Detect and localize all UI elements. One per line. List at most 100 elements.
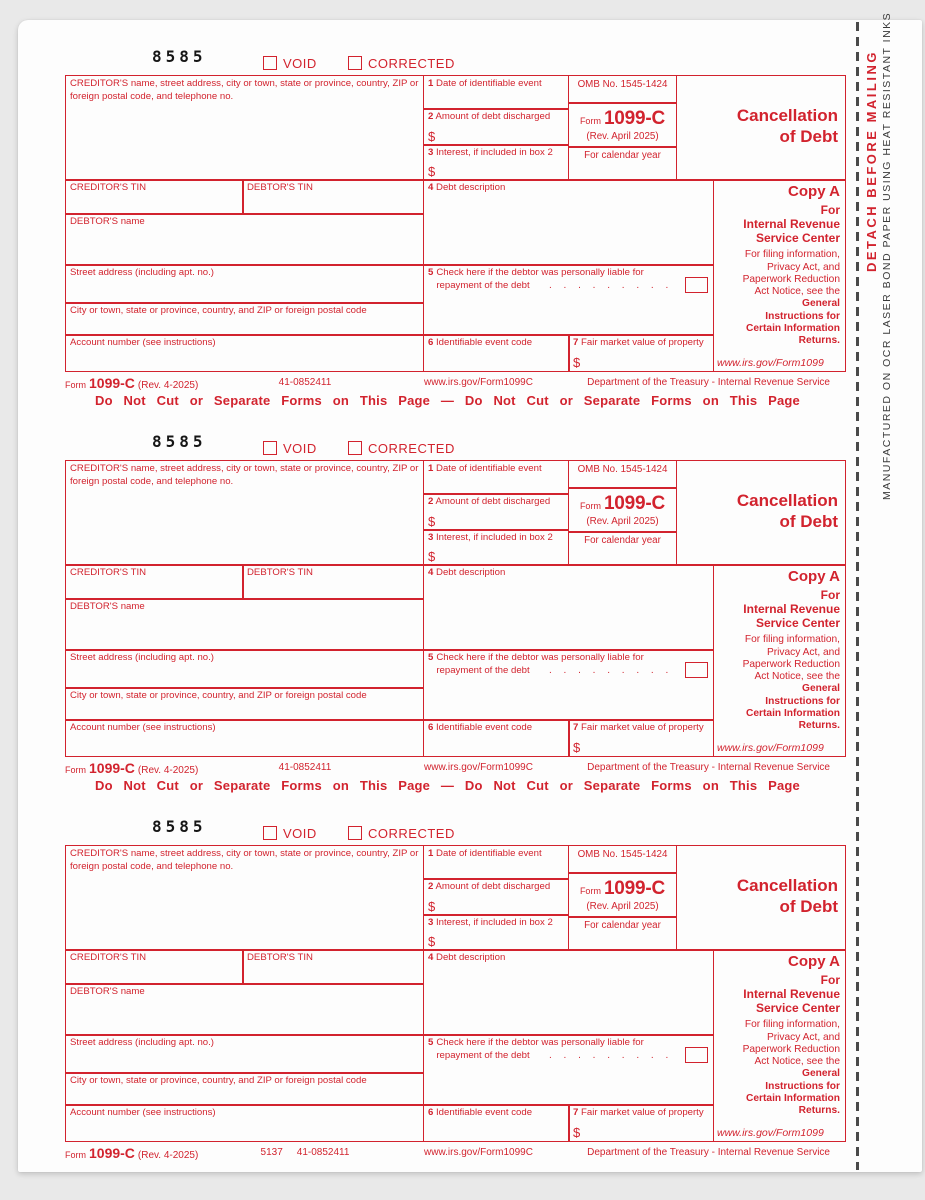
box5-dot-leaders: . . . . . . . . . [549,665,673,676]
box6-identifiable-event-code-cell: 6 Identifiable event code [423,334,570,372]
footer-form-id: Form 1099-C (Rev. 4-2025) [65,375,199,391]
box1-date-of-identifiable-event-cell: 1 Date of identifiable event [423,460,569,495]
box5-label: Check here if the debtor was personally … [436,267,644,291]
form-footer: Form 1099-C (Rev. 4-2025) 41-0852411 www.i… [0,375,856,391]
form-1099c-copy: 8585 VOID CORRECTED CREDITOR'S name, str… [0,427,856,812]
account-number-cell: Account number (see instructions) [65,334,424,372]
copy-a-title: Copy A [788,953,840,970]
copy-a-recipient: For Internal Revenue Service Center [743,588,840,631]
debtor-tin-cell: DEBTOR'S TIN [242,564,424,600]
box5-checkbox[interactable] [685,277,708,293]
manufactured-paper-text: MANUFACTURED ON OCR LASER BOND PAPER USI… [881,11,893,500]
print-code: 8585 [152,47,207,66]
debtor-tin-label: DEBTOR'S TIN [247,182,313,193]
box3-dollar-sign: $ [428,934,436,949]
calendar-year-label: For calendar year [584,150,661,161]
footer-form-id: Form 1099-C (Rev. 4-2025) [65,760,199,776]
city-cell: City or town, state or province, country… [65,687,424,721]
paper-sheet [18,20,922,1172]
creditor-info-label: CREDITOR'S name, street address, city or… [70,463,419,487]
calendar-year-label: For calendar year [584,920,661,931]
copy-a-title: Copy A [788,568,840,585]
footer-form-id: Form 1099-C (Rev. 4-2025) [65,1145,199,1161]
creditor-tin-cell: CREDITOR'S TIN [65,564,244,600]
debtor-name-cell: DEBTOR'S name [65,983,424,1036]
box5-label: Check here if the debtor was personally … [436,652,644,676]
box5-personally-liable-cell: 5 Check here if the debtor was personall… [423,1034,714,1106]
box1-label: 1 Date of identifiable event [428,848,542,859]
void-checkbox[interactable] [263,441,277,455]
creditor-info-label: CREDITOR'S name, street address, city or… [70,78,419,102]
box3-label: 3 Interest, if included in box 2 [428,917,553,928]
form-number: 1099-C [603,108,666,129]
street-address-label: Street address (including apt. no.) [70,267,214,278]
corrected-checkbox[interactable] [348,56,362,70]
box5-number: 5 [428,1037,434,1048]
copy-a-title: Copy A [788,183,840,200]
city-cell: City or town, state or province, country… [65,1072,424,1106]
debtor-name-label: DEBTOR'S name [70,216,145,227]
form-revision: (Rev. April 2025) [586,516,659,527]
footer-department: Department of the Treasury - Internal Re… [587,1147,830,1158]
box2-dollar-sign: $ [428,899,436,914]
box2-dollar-sign: $ [428,129,436,144]
footer-plate-number: 5137 [260,1147,283,1158]
creditor-tin-label: CREDITOR'S TIN [70,567,147,578]
box6-label: 6 Identifiable event code [428,1107,533,1118]
omb-number-cell: OMB No. 1545-1424 [568,75,677,104]
street-address-cell: Street address (including apt. no.) [65,1034,424,1074]
corrected-checkbox[interactable] [348,441,362,455]
footer-catalog-number: 41-0852411 [278,377,332,388]
box2-amount-of-debt-discharged-cell: 2 Amount of debt discharged $ [423,493,569,531]
footer-catalog: 41-0852411 [230,377,380,388]
box1-label: 1 Date of identifiable event [428,463,542,474]
box5-number: 5 [428,267,434,278]
box7-fair-market-value-cell: 7 Fair market value of property $ [568,1104,714,1142]
box3-label: 3 Interest, if included in box 2 [428,532,553,543]
copy-a-instructions: General Instructions for Certain Informa… [746,1068,840,1117]
box6-label: 6 Identifiable event code [428,337,533,348]
box4-debt-description-cell: 4 Debt description [423,179,714,266]
form-revision: (Rev. April 2025) [586,901,659,912]
copy-a-url: www.irs.gov/Form1099 [717,357,824,369]
corrected-label: CORRECTED [368,826,455,841]
box4-label: 4 Debt description [428,567,506,578]
corrected-checkbox[interactable] [348,826,362,840]
omb-number: OMB No. 1545-1424 [577,849,668,860]
form-title-cell: Cancellation of Debt [676,460,846,566]
box7-fair-market-value-cell: 7 Fair market value of property $ [568,719,714,757]
box5-checkbox[interactable] [685,662,708,678]
calendar-year-cell: For calendar year [568,916,677,951]
form-revision: (Rev. April 2025) [586,131,659,142]
void-label: VOID [283,826,317,841]
omb-number: OMB No. 1545-1424 [577,79,668,90]
box5-checkbox[interactable] [685,1047,708,1063]
perforation-dashed-line [856,22,859,1170]
box7-dollar-sign: $ [573,740,581,755]
corrected-label: CORRECTED [368,441,455,456]
debtor-tin-label: DEBTOR'S TIN [247,567,313,578]
creditor-info-cell: CREDITOR'S name, street address, city or… [65,845,424,951]
copy-a-url: www.irs.gov/Form1099 [717,742,824,754]
form-footer: Form 1099-C (Rev. 4-2025) 41-0852411 www.i… [0,760,856,776]
void-checkbox[interactable] [263,56,277,70]
city-label: City or town, state or province, country… [70,1075,367,1086]
form-title: Cancellation of Debt [736,491,838,532]
form-title: Cancellation of Debt [736,876,838,917]
debtor-name-cell: DEBTOR'S name [65,598,424,651]
box7-fair-market-value-cell: 7 Fair market value of property $ [568,334,714,372]
form-title-cell: Cancellation of Debt [676,75,846,181]
box3-interest-cell: 3 Interest, if included in box 2 $ [423,144,569,181]
form-1099c-copy: 8585 VOID CORRECTED CREDITOR'S name, str… [0,42,856,427]
copy-a-notice: For filing information, Privacy Act, and… [742,634,840,683]
box5-number: 5 [428,652,434,663]
omb-number-cell: OMB No. 1545-1424 [568,845,677,874]
debtor-name-label: DEBTOR'S name [70,601,145,612]
box7-label: 7 Fair market value of property [573,1107,704,1118]
calendar-year-cell: For calendar year [568,531,677,566]
account-number-label: Account number (see instructions) [70,1107,216,1118]
void-label: VOID [283,441,317,456]
void-checkbox[interactable] [263,826,277,840]
form-word: Form [579,116,601,126]
omb-number-cell: OMB No. 1545-1424 [568,460,677,489]
